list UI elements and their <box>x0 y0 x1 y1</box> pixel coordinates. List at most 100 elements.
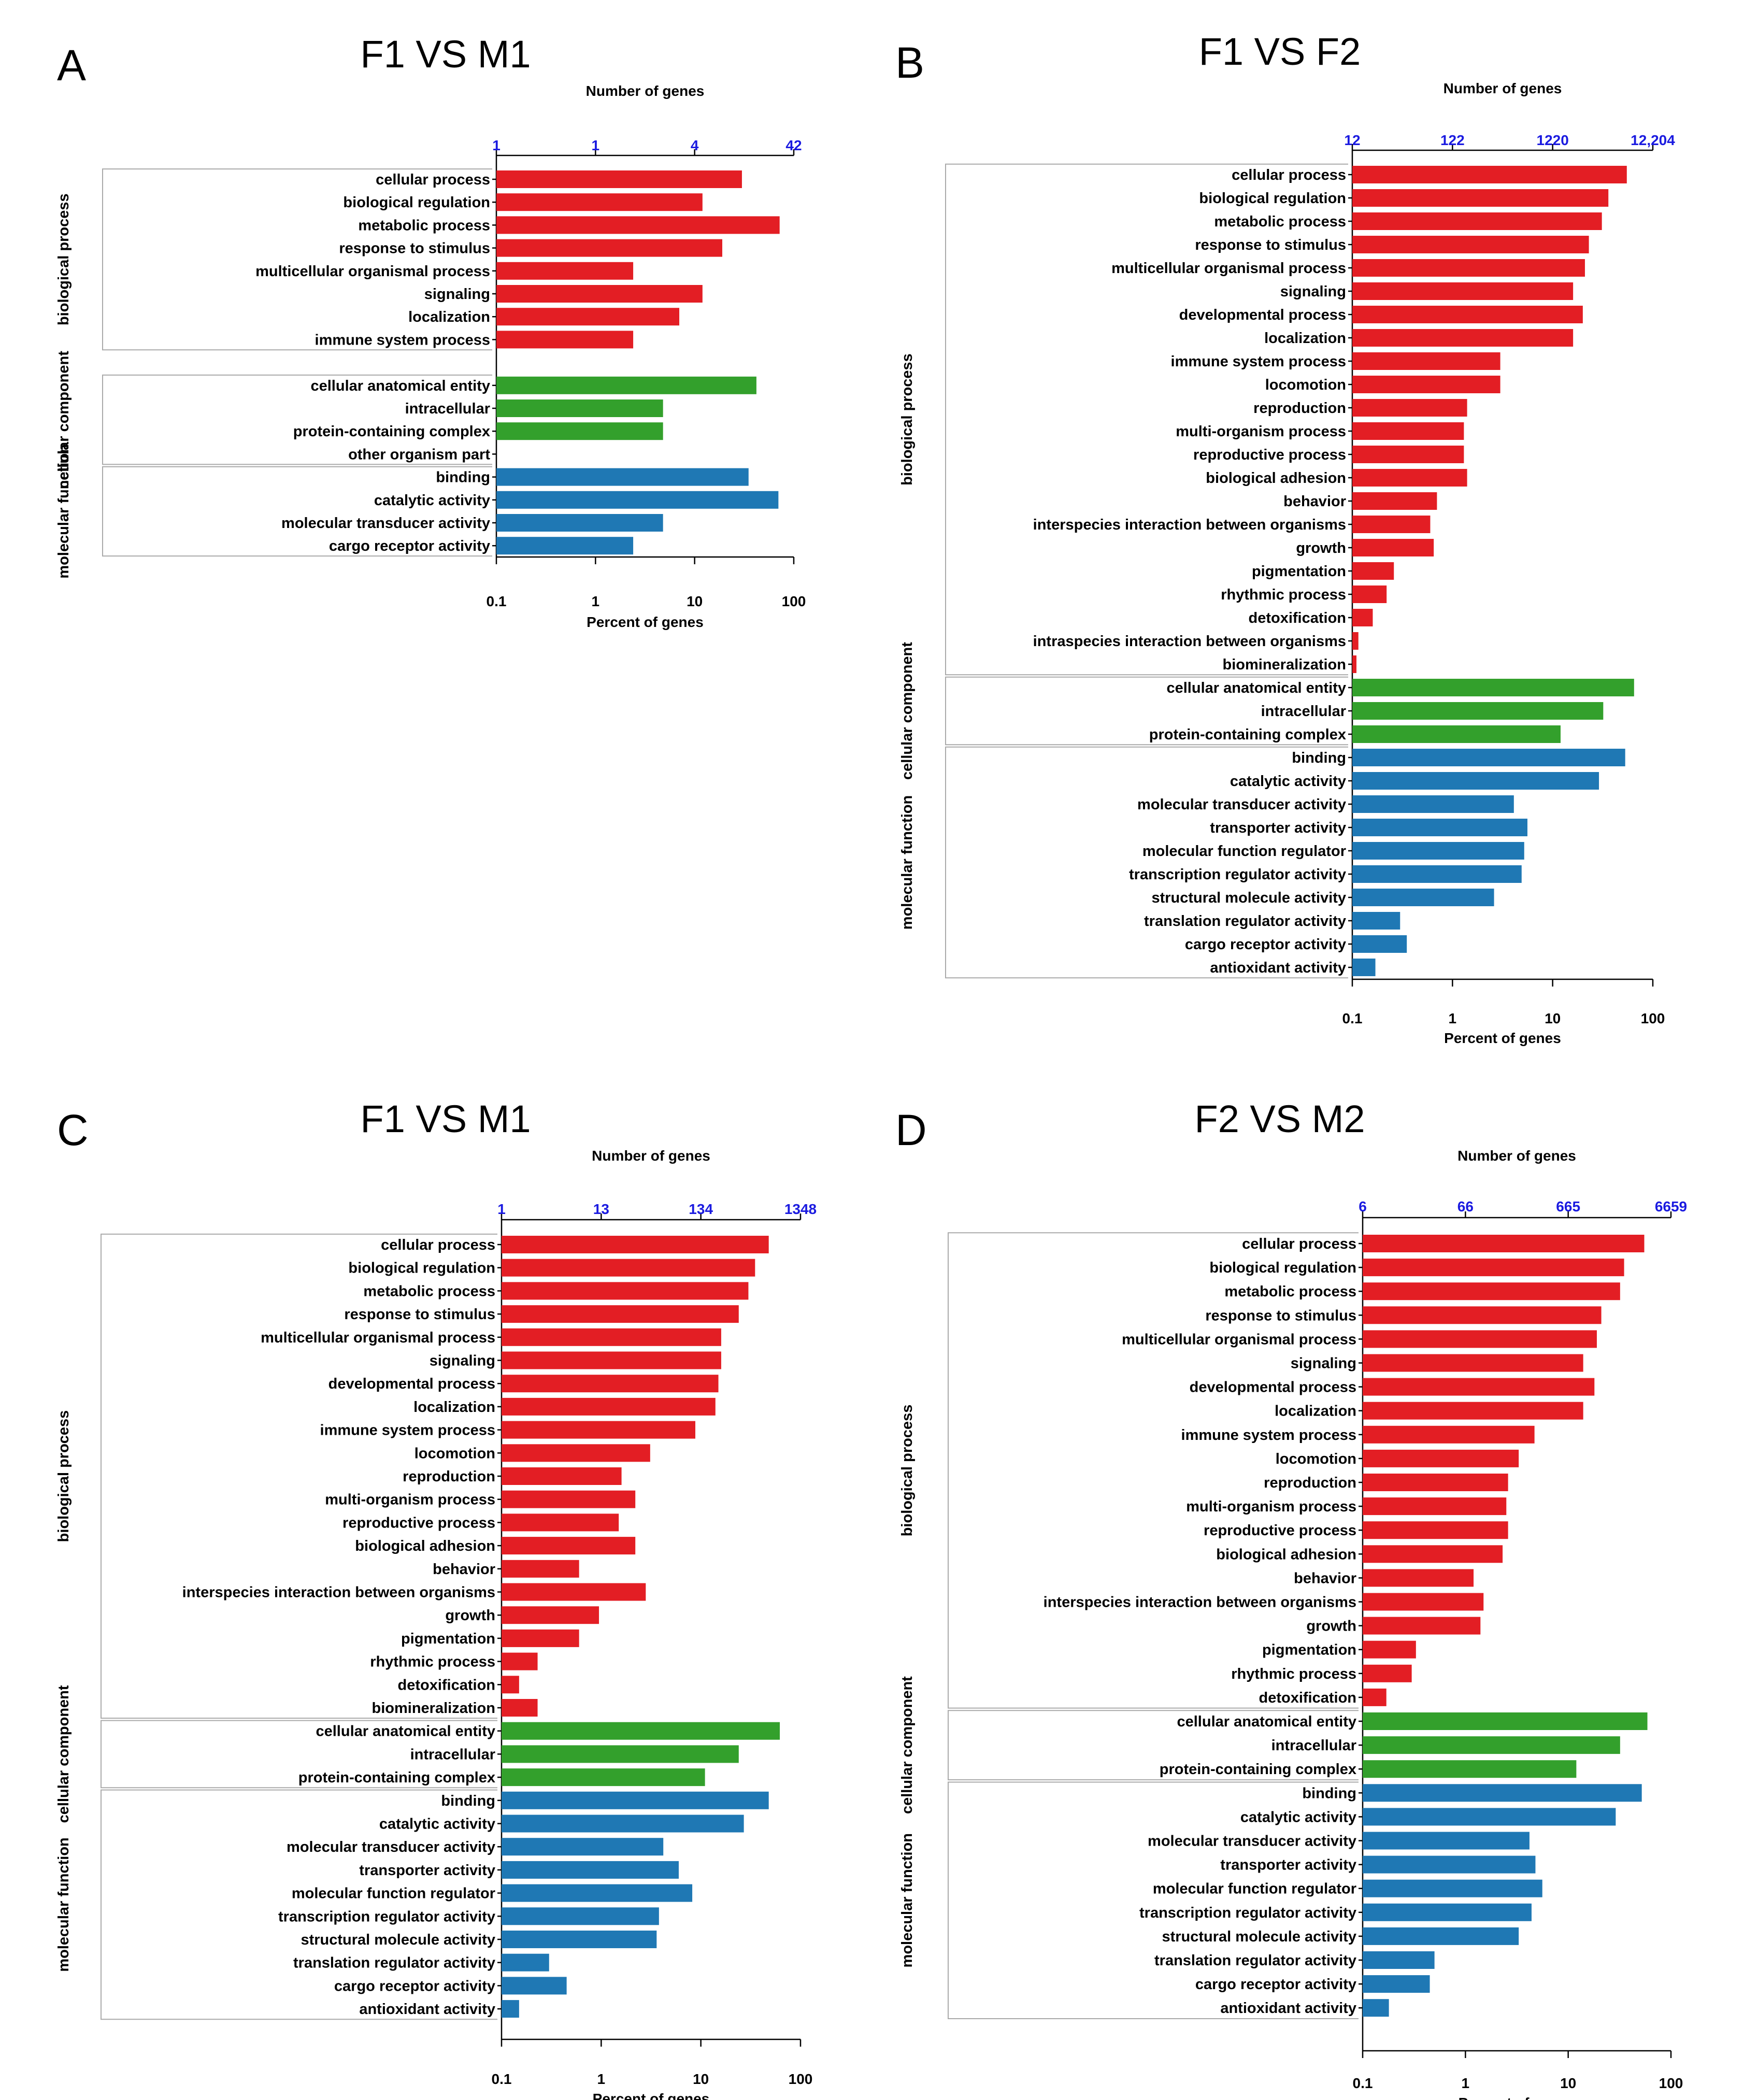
bracket-molecular-function <box>945 746 977 979</box>
panel-b: B F1 VS F2 Number of genes Percent of genes… <box>895 30 1675 1046</box>
bar-antioxidant-activity <box>1363 1999 1389 2017</box>
panel-title: F1 VS M1 <box>361 1097 531 1140</box>
top-tick-label: 1220 <box>1537 132 1569 148</box>
bar-localization <box>496 308 680 326</box>
bar-signaling <box>496 285 703 303</box>
bar-behavior <box>1363 1569 1474 1587</box>
category-label-signaling: signaling <box>424 286 490 303</box>
category-label-translation-regulator-activity: translation regulator activity <box>293 1955 495 1972</box>
bar-catalytic-activity <box>1352 772 1599 790</box>
bar-translation-regulator-activity <box>502 1953 549 1972</box>
category-label-catalytic-activity: catalytic activity <box>374 492 490 509</box>
category-label-reproduction: reproduction <box>1253 400 1346 417</box>
bar-cellular-anatomical-entity <box>496 376 756 394</box>
category-label-locomotion: locomotion <box>415 1445 495 1462</box>
category-label-rhythmic-process: rhythmic process <box>1221 587 1346 603</box>
category-label-response-to-stimulus: response to stimulus <box>1205 1307 1356 1324</box>
category-label-structural-molecule-activity: structural molecule activity <box>301 1932 495 1948</box>
bar-reproduction <box>502 1467 622 1485</box>
category-label-immune-system-process: immune system process <box>1171 353 1346 370</box>
category-label-binding: binding <box>436 469 490 486</box>
top-tick-label: 1348 <box>784 1201 817 1217</box>
top-tick-label: 6659 <box>1655 1198 1687 1215</box>
category-label-biological-adhesion: biological adhesion <box>1216 1546 1356 1563</box>
top-tick-label: 66 <box>1457 1198 1474 1215</box>
category-label-biological-adhesion: biological adhesion <box>355 1538 495 1554</box>
bar-transporter-activity <box>502 1861 679 1879</box>
top-tick-label: 1 <box>497 1201 506 1217</box>
bar-catalytic-activity <box>496 491 779 509</box>
bar-molecular-function-regulator <box>1363 1879 1542 1897</box>
category-label-transcription-regulator-activity: transcription regulator activity <box>278 1908 495 1925</box>
bar-intracellular <box>1363 1736 1620 1754</box>
top-axis-title: Number of genes <box>1457 1148 1576 1164</box>
category-label-cargo-receptor-activity: cargo receptor activity <box>1195 1976 1356 1993</box>
category-label-translation-regulator-activity: translation regulator activity <box>1144 913 1346 930</box>
group-label-biological-process: biological process <box>899 353 916 485</box>
panel-title: F1 VS F2 <box>1199 30 1361 73</box>
bar-biological-adhesion <box>1363 1545 1503 1563</box>
bottom-tick-label: 100 <box>789 2071 813 2087</box>
category-label-intracellular: intracellular <box>405 401 490 417</box>
bar-intracellular <box>502 1745 739 1763</box>
category-label-growth: growth <box>1296 540 1346 556</box>
bar-immune-system-process <box>1352 352 1500 370</box>
bar-structural-molecule-activity <box>502 1931 657 1948</box>
category-label-transcription-regulator-activity: transcription regulator activity <box>1129 866 1346 883</box>
bottom-tick-label: 10 <box>687 593 703 609</box>
bar-immune-system-process <box>496 331 634 349</box>
bar-growth <box>1363 1617 1481 1635</box>
bar-transporter-activity <box>1352 819 1527 836</box>
category-label-translation-regulator-activity: translation regulator activity <box>1154 1952 1356 1969</box>
category-label-response-to-stimulus: response to stimulus <box>1195 237 1346 253</box>
category-label-reproductive-process: reproductive process <box>342 1515 495 1531</box>
bar-multi-organism-process <box>1352 422 1464 440</box>
bottom-tick-label: 0.1 <box>487 593 507 609</box>
category-label-reproductive-process: reproductive process <box>1193 447 1346 463</box>
bar-biological-adhesion <box>1352 469 1467 487</box>
category-label-cargo-receptor-activity: cargo receptor activity <box>334 1978 495 1994</box>
top-tick-label: 1 <box>592 137 600 153</box>
bottom-axis-title: Percent of genes <box>1444 1030 1561 1046</box>
bar-cargo-receptor-activity <box>1363 1975 1430 1993</box>
bar-detoxification <box>1363 1688 1387 1706</box>
top-tick-label: 122 <box>1440 132 1465 148</box>
bar-multicellular-organismal-process <box>1352 259 1585 277</box>
bar-cargo-receptor-activity <box>496 537 634 555</box>
bottom-tick-label: 1 <box>1462 2075 1470 2091</box>
category-label-multicellular-organismal-process: multicellular organismal process <box>261 1330 495 1346</box>
bottom-tick-label: 0.1 <box>492 2071 512 2087</box>
bar-rhythmic-process <box>502 1652 538 1670</box>
top-tick-label: 12 <box>1344 132 1360 148</box>
category-label-cargo-receptor-activity: cargo receptor activity <box>1185 936 1346 953</box>
bottom-tick-label: 100 <box>1641 1010 1665 1026</box>
category-label-protein-containing-complex: protein-containing complex <box>293 423 490 440</box>
category-label-cellular-anatomical-entity: cellular anatomical entity <box>1177 1713 1356 1730</box>
bracket-cellular-component <box>948 1710 979 1780</box>
bottom-axis-title: Percent of genes <box>593 2091 710 2100</box>
bar-molecular-function-regulator <box>1352 842 1524 860</box>
bottom-axis-title: Percent of genes <box>587 614 704 630</box>
category-label-locomotion: locomotion <box>1265 377 1346 393</box>
bar-behavior <box>1352 492 1437 510</box>
category-label-interspecies-interaction-between-organisms: interspecies interaction between organis… <box>182 1584 495 1601</box>
bar-protein-containing-complex <box>1363 1760 1577 1778</box>
category-label-developmental-process: developmental process <box>328 1376 495 1392</box>
category-label-rhythmic-process: rhythmic process <box>370 1654 495 1670</box>
panel-letter: C <box>57 1106 89 1154</box>
group-label-cellular-component: cellular component <box>55 351 72 489</box>
category-label-signaling: signaling <box>1291 1355 1356 1372</box>
category-label-multi-organism-process: multi-organism process <box>325 1492 495 1508</box>
bar-reproduction <box>1352 399 1467 417</box>
bar-biomineralization <box>502 1699 538 1717</box>
bar-pigmentation <box>1363 1640 1416 1659</box>
category-label-other-organism-part: other organism part <box>348 446 490 463</box>
category-label-localization: localization <box>413 1399 495 1416</box>
top-tick-label: 134 <box>689 1201 713 1217</box>
category-label-detoxification: detoxification <box>1248 610 1346 626</box>
category-label-binding: binding <box>441 1793 495 1809</box>
bracket-cellular-component <box>102 374 134 465</box>
panel-letter: B <box>895 38 924 87</box>
category-label-biological-regulation: biological regulation <box>1199 190 1346 207</box>
category-label-immune-system-process: immune system process <box>1181 1427 1356 1444</box>
